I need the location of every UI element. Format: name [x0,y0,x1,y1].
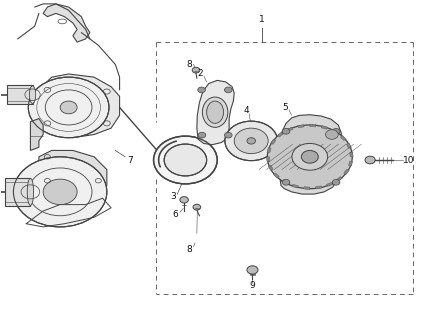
Text: 1: 1 [259,15,265,24]
Circle shape [247,138,256,144]
Circle shape [332,180,340,185]
Polygon shape [282,180,288,184]
Polygon shape [273,173,279,178]
Circle shape [225,132,232,138]
Text: 4: 4 [243,106,249,115]
Circle shape [193,204,201,210]
Polygon shape [340,136,346,140]
Polygon shape [310,124,316,127]
Polygon shape [39,74,120,138]
Polygon shape [268,165,273,170]
Circle shape [14,157,107,227]
Circle shape [282,180,290,185]
Circle shape [325,130,338,139]
Polygon shape [286,127,293,131]
Polygon shape [344,169,349,174]
Text: 10: 10 [403,156,414,164]
Circle shape [180,197,188,203]
Polygon shape [267,148,271,153]
Text: 9: 9 [250,281,255,290]
Polygon shape [39,150,107,192]
Circle shape [332,128,340,134]
Ellipse shape [29,86,36,103]
Polygon shape [346,143,351,148]
Circle shape [28,77,109,138]
Polygon shape [279,115,342,194]
Circle shape [153,136,217,184]
Ellipse shape [202,97,228,127]
Polygon shape [327,182,333,186]
Polygon shape [336,177,343,181]
Circle shape [292,143,328,170]
Circle shape [282,128,290,134]
Circle shape [365,156,375,164]
Circle shape [198,132,206,138]
Text: 8: 8 [187,60,193,69]
Circle shape [268,125,352,189]
Text: 7: 7 [127,156,133,164]
Text: 5: 5 [282,103,288,112]
Ellipse shape [27,178,34,205]
Circle shape [225,87,232,93]
Circle shape [43,179,77,204]
Circle shape [164,144,207,176]
Text: 3: 3 [170,192,176,201]
Polygon shape [277,132,283,137]
Polygon shape [331,130,338,134]
Circle shape [198,87,205,93]
Polygon shape [316,186,322,189]
Polygon shape [5,178,30,206]
Circle shape [301,150,318,163]
Polygon shape [271,139,276,144]
Circle shape [247,266,258,274]
Text: 8: 8 [187,245,193,254]
Circle shape [192,67,200,73]
Polygon shape [7,85,32,104]
Ellipse shape [207,101,224,123]
Polygon shape [30,119,43,150]
Text: 6: 6 [173,210,178,219]
Polygon shape [350,152,353,157]
Circle shape [60,101,77,114]
Polygon shape [292,184,299,188]
Polygon shape [197,80,234,145]
Circle shape [225,121,278,161]
Polygon shape [304,187,310,189]
Polygon shape [348,161,353,166]
Polygon shape [298,125,304,128]
Polygon shape [43,4,90,42]
Circle shape [234,128,268,154]
Polygon shape [267,157,270,161]
Text: 2: 2 [197,69,203,78]
Polygon shape [321,126,328,129]
